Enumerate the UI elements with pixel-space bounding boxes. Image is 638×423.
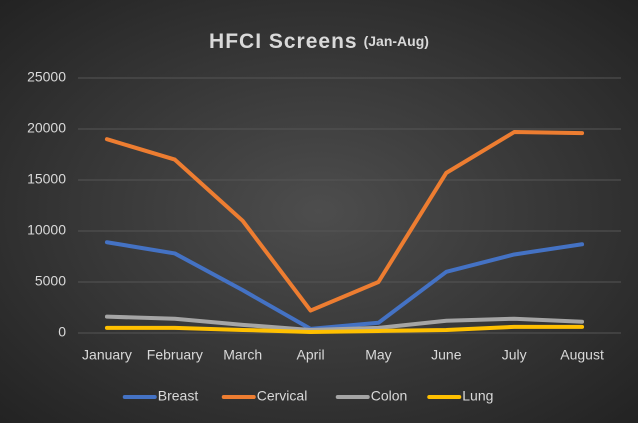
x-tick-label: July [502, 347, 527, 363]
y-tick-label: 10000 [27, 222, 66, 238]
series-line [104, 324, 585, 334]
y-tick-label: 25000 [27, 69, 66, 85]
y-tick-label: 15000 [27, 171, 66, 187]
title-main: HFCI Screens [209, 30, 358, 53]
series-line [104, 240, 585, 331]
x-tick-label: June [431, 347, 462, 363]
x-tick-label: January [82, 347, 132, 363]
x-tick-label: April [297, 347, 325, 363]
legend-label: Lung [462, 388, 493, 404]
legend-label: Colon [371, 388, 408, 404]
legend-label: Breast [158, 388, 199, 404]
x-tick-label: May [365, 347, 391, 363]
chart-title: HFCI Screens (Jan-Aug) [209, 30, 429, 53]
series-line [104, 130, 585, 313]
series-line [104, 314, 585, 332]
y-tick-label: 0 [58, 324, 66, 340]
title-sub: (Jan-Aug) [364, 33, 429, 49]
y-tick-label: 5000 [35, 273, 66, 289]
legend-label: Cervical [257, 388, 308, 404]
x-tick-label: February [147, 347, 203, 363]
x-tick-label: March [223, 347, 262, 363]
y-tick-label: 20000 [27, 120, 66, 136]
x-tick-label: August [560, 347, 604, 363]
